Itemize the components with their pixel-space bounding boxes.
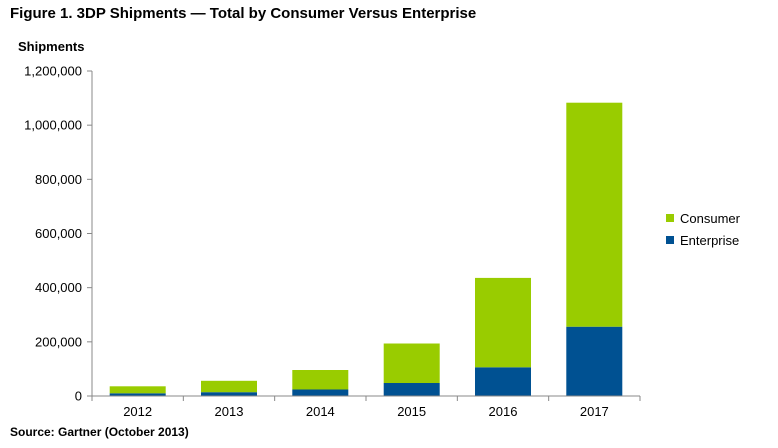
y-tick-label: 1,000,000 bbox=[24, 118, 82, 133]
bar-consumer-2012 bbox=[109, 386, 166, 394]
y-axis-title: Shipments bbox=[18, 39, 85, 54]
legend-label-enterprise: Enterprise bbox=[680, 232, 740, 248]
legend-swatch-enterprise bbox=[666, 236, 674, 244]
y-tick-label: 400,000 bbox=[35, 280, 82, 295]
x-tick-label: 2012 bbox=[123, 404, 152, 419]
legend-swatch-consumer bbox=[666, 214, 674, 222]
x-tick-label: 2015 bbox=[397, 404, 426, 419]
y-tick-label: 600,000 bbox=[35, 226, 82, 241]
y-tick-label: 200,000 bbox=[35, 334, 82, 349]
y-tick-label: 0 bbox=[75, 389, 82, 404]
bar-enterprise-2012 bbox=[109, 393, 166, 396]
legend: Consumer Enterprise bbox=[666, 207, 740, 251]
bar-consumer-2016 bbox=[475, 277, 531, 368]
legend-label-consumer: Consumer bbox=[680, 210, 740, 226]
source-note: Source: Gartner (October 2013) bbox=[10, 425, 189, 439]
bar-enterprise-2013 bbox=[201, 392, 257, 396]
bar-enterprise-2016 bbox=[475, 367, 531, 396]
x-tick-label: 2013 bbox=[215, 404, 244, 419]
bar-consumer-2014 bbox=[292, 370, 349, 390]
x-tick-label: 2014 bbox=[306, 404, 335, 419]
legend-item-consumer: Consumer bbox=[666, 207, 740, 229]
bar-consumer-2015 bbox=[383, 343, 440, 383]
x-tick-label: 2016 bbox=[489, 404, 518, 419]
legend-item-enterprise: Enterprise bbox=[666, 229, 740, 251]
bar-consumer-2017 bbox=[566, 102, 623, 327]
bar-enterprise-2015 bbox=[383, 383, 440, 396]
bar-enterprise-2017 bbox=[566, 326, 623, 396]
y-tick-label: 1,200,000 bbox=[24, 64, 82, 79]
bar-enterprise-2014 bbox=[292, 389, 349, 396]
y-tick-label: 800,000 bbox=[35, 172, 82, 187]
x-tick-label: 2017 bbox=[580, 404, 609, 419]
chart-title: Figure 1. 3DP Shipments — Total by Consu… bbox=[10, 5, 477, 22]
bar-consumer-2013 bbox=[201, 380, 257, 393]
